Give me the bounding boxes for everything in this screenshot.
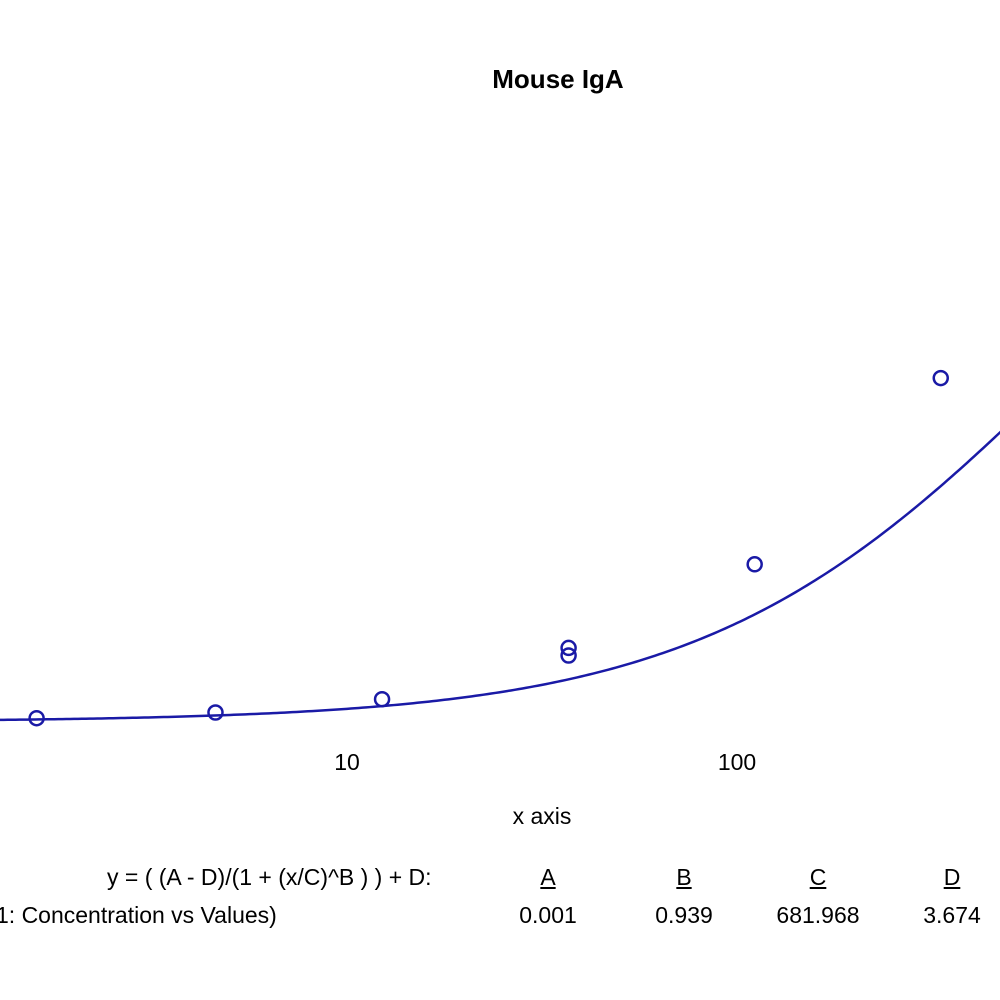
param-header-d: D (943, 864, 961, 890)
param-value-c: 681.968 (776, 902, 860, 928)
fit-curve (0, 430, 1000, 722)
data-point (932, 369, 949, 387)
param-header-c: C (809, 864, 827, 890)
data-point (207, 704, 224, 721)
legend-entry: 1: Concentration vs Values) (0, 902, 277, 928)
fit-curve-group (0, 430, 1000, 722)
data-point (746, 556, 763, 573)
x-tick-label-100: 100 (718, 749, 756, 775)
x-axis-label: x axis (513, 803, 572, 829)
data-point (560, 639, 577, 657)
data-point (373, 690, 391, 708)
chart-title: Mouse IgA (492, 64, 624, 94)
data-point (28, 709, 45, 727)
fit-equation: y = ( (A - D)/(1 + (x/C)^B ) ) + D: (107, 864, 432, 890)
param-header-a: A (540, 864, 556, 890)
param-value-a: 0.001 (519, 902, 577, 928)
data-points (28, 369, 949, 727)
param-value-b: 0.939 (655, 902, 713, 928)
param-value-d: 3.674 (923, 902, 981, 928)
param-header-b: B (676, 864, 692, 890)
x-tick-label-10: 10 (334, 749, 360, 775)
data-point (560, 647, 577, 664)
